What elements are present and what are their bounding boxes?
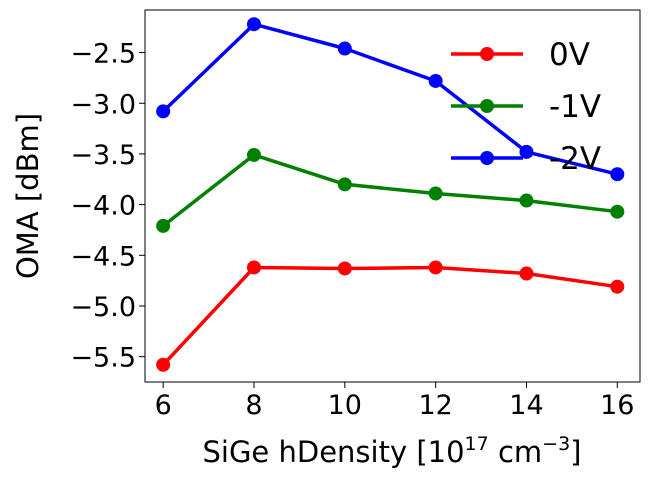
x-tick-label: 16 <box>600 390 634 421</box>
x-axis: 6 8 10 12 14 16 <box>155 382 634 421</box>
series-layer <box>156 17 625 372</box>
data-point <box>337 41 352 56</box>
x-tick-label: 12 <box>418 390 452 421</box>
y-tick-label: −3.0 <box>70 89 136 120</box>
data-point <box>156 218 171 233</box>
series-line <box>161 22 618 176</box>
y-tick-label: −5.5 <box>70 343 136 374</box>
legend-item: 0V <box>451 37 590 73</box>
data-point <box>428 260 443 275</box>
data-point <box>428 73 443 88</box>
legend-marker <box>480 99 494 113</box>
y-axis-label: OMA [dBm] <box>11 113 45 279</box>
y-tick-label: −4.5 <box>70 241 136 272</box>
data-point <box>246 147 261 162</box>
series-line <box>162 153 618 228</box>
data-point <box>519 193 534 208</box>
series-2 <box>156 17 625 182</box>
data-point <box>246 260 261 275</box>
data-point <box>519 144 534 159</box>
data-point <box>428 186 443 201</box>
data-point <box>519 266 534 281</box>
x-tick-label: 8 <box>245 390 262 421</box>
data-point <box>246 17 261 32</box>
legend-item: -1V <box>451 89 601 125</box>
series-1 <box>156 147 625 233</box>
series-0 <box>156 260 625 372</box>
y-tick-label: −5.0 <box>70 292 136 323</box>
series-line <box>161 265 618 366</box>
y-tick-label: −2.5 <box>70 39 136 70</box>
data-point <box>610 167 625 182</box>
legend-marker <box>480 151 494 165</box>
y-tick-label: −3.5 <box>70 140 136 171</box>
legend-item: -2V <box>451 141 601 177</box>
data-point <box>610 279 625 294</box>
legend-label: 0V <box>549 37 590 73</box>
x-tick-label: 14 <box>509 390 543 421</box>
data-point <box>610 204 625 219</box>
x-tick-label: 10 <box>328 390 362 421</box>
legend-marker <box>480 47 494 61</box>
y-axis: −5.5 −5.0 −4.5 −4.0 −3.5 −3.0 −2.5 <box>70 39 145 374</box>
plot-area <box>144 9 641 383</box>
legend-label: -1V <box>549 89 601 125</box>
x-axis-label: SiGe hDensity [1017 cm−3] <box>202 433 581 469</box>
legend-label: -2V <box>549 141 601 177</box>
data-point <box>156 357 171 372</box>
y-tick-label: −4.0 <box>70 191 136 222</box>
data-point <box>156 104 171 119</box>
data-point <box>337 177 352 192</box>
x-tick-label: 6 <box>155 390 172 421</box>
data-point <box>337 261 352 276</box>
legend: 0V -1V -2V <box>451 37 601 177</box>
